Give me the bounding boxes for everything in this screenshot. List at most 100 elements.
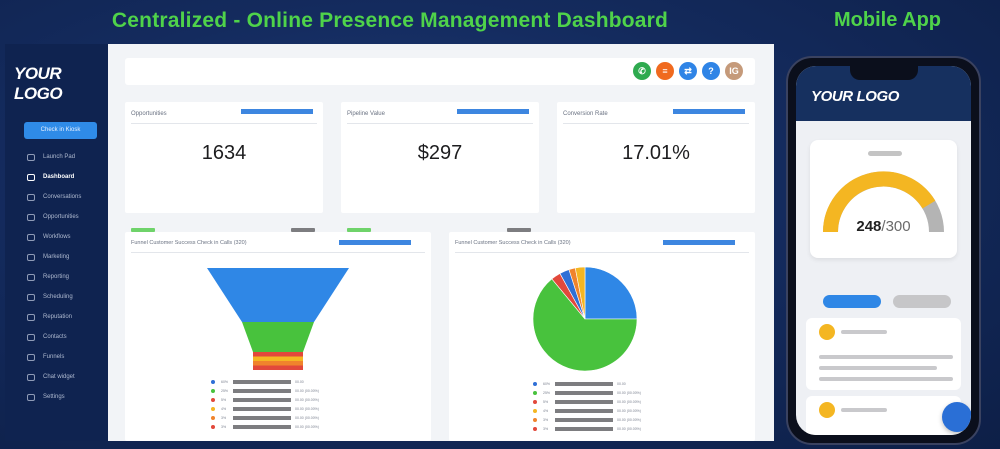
chart-header-bar	[339, 240, 411, 245]
legend-row: 5% 00.00 (00.00%)	[533, 398, 641, 406]
sidebar-item-launch-pad[interactable]: Launch Pad	[5, 147, 108, 167]
list-icon[interactable]: ≡	[656, 62, 674, 80]
legend-row: 3% 00.00 (00.00%)	[211, 414, 319, 422]
mobile-header: YOUR LOGO	[796, 66, 971, 121]
opportunities-icon	[27, 213, 35, 221]
legend-row: 4% 00.00 (00.00%)	[533, 407, 641, 415]
funnel-stage-2[interactable]	[242, 322, 314, 352]
top-bar: ✆ ≡ ⇄? IG	[125, 58, 755, 85]
gauge-value-text: 248/300	[810, 218, 957, 235]
legend-value: 00.00	[295, 380, 304, 384]
floating-action-button[interactable]	[942, 402, 971, 432]
legend-percent: 5%	[221, 398, 227, 402]
mobile-phone-frame: YOUR LOGO 248/300	[786, 56, 981, 445]
sidebar-item-label: Chat widget	[43, 374, 75, 380]
legend-row: 25% 00.00 (00.00%)	[533, 389, 641, 397]
legend-label-bar	[233, 380, 291, 384]
legend-label-bar	[555, 418, 613, 422]
funnel-stage-4[interactable]	[253, 356, 303, 362]
mobile-brand-logo: YOUR LOGO	[811, 88, 900, 105]
desktop-dashboard: YOUR LOGO Check in Kiosk Launch Pad Dashb…	[5, 44, 774, 441]
contacts-icon	[27, 333, 35, 341]
sidebar-item-opportunities[interactable]: Opportunities	[5, 207, 108, 227]
pie-slice-1[interactable]	[584, 266, 638, 320]
sidebar-item-reporting[interactable]: Reporting	[5, 267, 108, 287]
pie-chart-card[interactable]: Funnel Customer Success Check in Calls (…	[449, 232, 755, 441]
activity-feed-item[interactable]	[806, 396, 961, 435]
funnel-stage-5[interactable]	[253, 361, 303, 366]
secondary-pill-button[interactable]	[893, 295, 951, 308]
sidebar-nav: Launch Pad Dashboard Conversations Opportun…	[5, 147, 108, 407]
metric-header-bar	[673, 109, 745, 114]
sidebar-item-marketing[interactable]: Marketing	[5, 247, 108, 267]
legend-swatch	[211, 425, 215, 429]
sidebar-item-label: Dashboard	[43, 174, 75, 180]
chart-header-bar	[663, 240, 735, 245]
legend-row: 60% 00.00	[533, 380, 626, 388]
funnel-chart	[207, 268, 349, 371]
legend-value: 00.00 (00.00%)	[617, 391, 641, 395]
legend-percent: 60%	[543, 382, 551, 386]
sidebar-item-conversations[interactable]: Conversations	[5, 187, 108, 207]
metric-header-bar	[457, 109, 529, 114]
chart-title: Funnel Customer Success Check in Calls (…	[455, 240, 571, 246]
funnel-stage-1[interactable]	[207, 268, 349, 322]
gauge-fill	[823, 171, 936, 233]
legend-swatch	[211, 416, 215, 420]
gauge-chart	[823, 171, 944, 233]
phone-notch	[849, 66, 918, 80]
pie-chart	[532, 266, 638, 372]
workflows-icon	[27, 233, 35, 241]
metric-title: Pipeline Value	[347, 111, 385, 117]
legend-percent: 25%	[543, 391, 551, 395]
sidebar-item-chat-widget[interactable]: Chat widget	[5, 367, 108, 387]
sidebar-item-label: Reporting	[43, 274, 70, 280]
conversations-icon	[27, 193, 35, 201]
sidebar-item-contacts[interactable]: Contacts	[5, 327, 108, 347]
funnel-chart-card[interactable]: Funnel Customer Success Check in Calls (…	[125, 232, 431, 441]
legend-value: 00.00 (00.00%)	[295, 425, 319, 429]
legend-row: 3% 00.00 (00.00%)	[533, 416, 641, 424]
sidebar-item-dashboard[interactable]: Dashboard	[5, 167, 108, 187]
legend-value: 00.00 (00.00%)	[295, 407, 319, 411]
legend-label-bar	[555, 427, 613, 431]
sidebar-item-funnels[interactable]: Funnels	[5, 347, 108, 367]
gauge-card[interactable]: 248/300	[810, 140, 957, 258]
help-icon[interactable]: ?	[702, 62, 720, 80]
activity-feed-item[interactable]	[806, 318, 961, 390]
legend-row: 3% 00.00 (00.00%)	[533, 425, 641, 433]
pie-slice-2[interactable]	[532, 278, 638, 372]
metric-value: 1634	[201, 142, 247, 164]
legend-value: 00.00 (00.00%)	[295, 389, 319, 393]
gauge-label-placeholder	[868, 151, 902, 156]
legend-swatch	[533, 400, 537, 404]
legend-label-bar	[555, 409, 613, 413]
legend-swatch	[211, 380, 215, 384]
legend-value: 00.00 (00.00%)	[617, 427, 641, 431]
pie-slice-6[interactable]	[574, 266, 586, 320]
funnels-icon	[27, 353, 35, 361]
legend-label-bar	[555, 391, 613, 395]
brand-logo: YOUR LOGO	[14, 64, 63, 103]
sidebar-item-reputation[interactable]: Reputation	[5, 307, 108, 327]
check-in-kiosk-button[interactable]: Check in Kiosk	[24, 122, 97, 139]
metric-card-pipeline-value[interactable]: Pipeline Value $297	[341, 102, 539, 255]
legend-label-bar	[233, 389, 291, 393]
legend-value: 00.00	[617, 382, 626, 386]
legend-percent: 25%	[221, 389, 229, 393]
sidebar-item-settings[interactable]: Settings	[5, 387, 108, 407]
funnel-stage-6[interactable]	[253, 365, 303, 371]
user-avatar-icon[interactable]: IG	[725, 62, 743, 80]
metric-card-conversion-rate[interactable]: Conversion Rate 17.01%	[557, 102, 755, 213]
metric-card-opportunities[interactable]: Opportunities 1634	[125, 102, 323, 255]
swap-icon[interactable]: ⇄	[679, 62, 697, 80]
phone-icon[interactable]: ✆	[633, 62, 651, 80]
sidebar-item-workflows[interactable]: Workflows	[5, 227, 108, 247]
legend-value: 00.00 (00.00%)	[617, 400, 641, 404]
primary-pill-button[interactable]	[823, 295, 881, 308]
sidebar-item-scheduling[interactable]: Scheduling	[5, 287, 108, 307]
legend-row: 4% 00.00 (00.00%)	[211, 405, 319, 413]
legend-swatch	[211, 389, 215, 393]
legend-value: 00.00 (00.00%)	[617, 409, 641, 413]
funnel-stage-3[interactable]	[253, 352, 303, 357]
